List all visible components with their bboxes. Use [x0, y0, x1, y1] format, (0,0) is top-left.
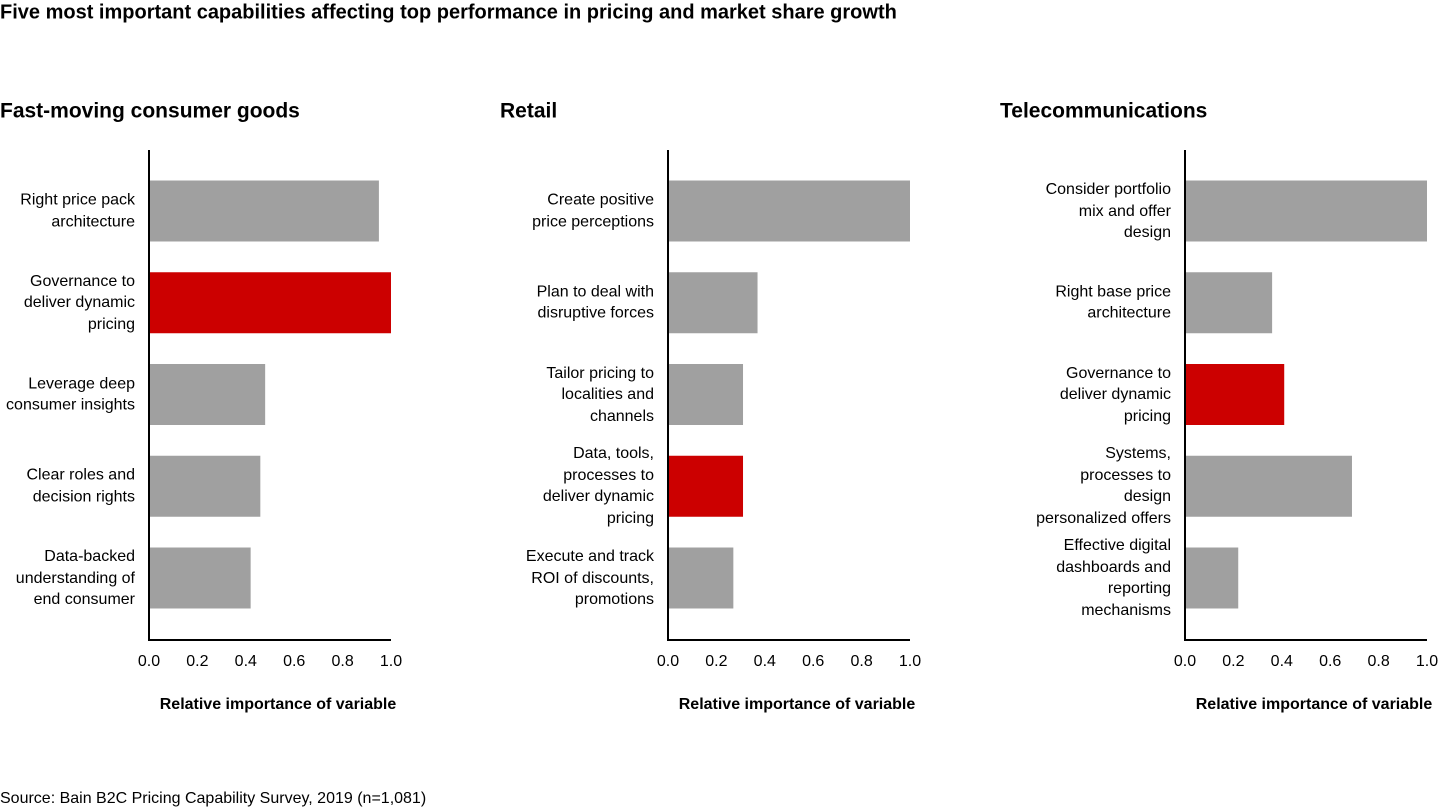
panel-title: Fast-moving consumer goods: [0, 100, 300, 123]
bar: [668, 455, 744, 517]
x-tick-label: 0.8: [1367, 653, 1389, 670]
x-tick-label: 0.4: [235, 653, 257, 670]
x-tick-label: 0.4: [754, 653, 776, 670]
category-label: Right base price architecture: [1055, 283, 1171, 322]
category-label: Tailor pricing to localities and channel…: [546, 364, 654, 425]
category-label: Execute and track ROI of discounts, prom…: [525, 547, 654, 608]
x-tick-label: 0.2: [705, 653, 727, 670]
x-axis-label: Relative importance of variable: [679, 696, 916, 713]
bar: [1185, 272, 1273, 334]
panel-title: Retail: [500, 100, 557, 123]
bar: [149, 180, 379, 242]
bar: [668, 547, 734, 609]
bar: [1185, 180, 1427, 242]
x-tick-label: 0.2: [186, 653, 208, 670]
chart-title: Five most important capabilities affecti…: [0, 1, 897, 23]
category-label: Right price pack architecture: [20, 191, 135, 231]
category-label: Governance to deliver dynamic pricing: [23, 272, 135, 333]
bar: [1185, 364, 1285, 425]
bar: [1185, 547, 1239, 609]
bar: [149, 547, 251, 609]
x-axis-label: Relative importance of variable: [1196, 696, 1433, 713]
x-tick-label: 0.8: [331, 653, 353, 670]
x-tick-label: 0.6: [1319, 653, 1341, 670]
bar: [668, 272, 758, 334]
source-note: Source: Bain B2C Pricing Capability Surv…: [0, 790, 426, 807]
x-tick-label: 1.0: [1416, 653, 1438, 670]
x-tick-label: 0.0: [1174, 653, 1196, 670]
x-tick-label: 0.4: [1271, 653, 1293, 670]
x-axis-label: Relative importance of variable: [160, 696, 397, 713]
bar: [149, 364, 266, 425]
x-tick-label: 0.0: [138, 653, 160, 670]
x-tick-label: 0.6: [802, 653, 824, 670]
bar: [149, 272, 391, 334]
category-label: Data-backed understanding of end consume…: [15, 547, 135, 608]
bar: [668, 364, 744, 425]
bar: [149, 455, 261, 517]
x-tick-label: 0.6: [283, 653, 305, 670]
category-label: Plan to deal with disruptive forces: [536, 283, 654, 322]
category-label: Create positive price perceptions: [532, 191, 654, 231]
category-label: Consider portfolio mix and offer design: [1045, 180, 1171, 241]
x-tick-label: 0.8: [850, 653, 872, 670]
category-label: Clear roles and decision rights: [26, 466, 136, 506]
category-label: Leverage deep consumer insights: [6, 375, 135, 414]
category-label: Effective digital dashboards and reporti…: [1056, 537, 1171, 619]
category-label: Governance to deliver dynamic pricing: [1059, 364, 1171, 425]
x-tick-label: 0.2: [1222, 653, 1244, 670]
bar: [1185, 455, 1352, 517]
bar: [668, 180, 910, 242]
category-label: Systems, processes to design personalize…: [1036, 445, 1171, 527]
panel-title: Telecommunications: [1000, 100, 1207, 123]
x-tick-label: 0.0: [657, 653, 679, 670]
x-tick-label: 1.0: [899, 653, 921, 670]
x-tick-label: 1.0: [380, 653, 402, 670]
category-label: Data, tools, processes to deliver dynami…: [542, 445, 654, 527]
